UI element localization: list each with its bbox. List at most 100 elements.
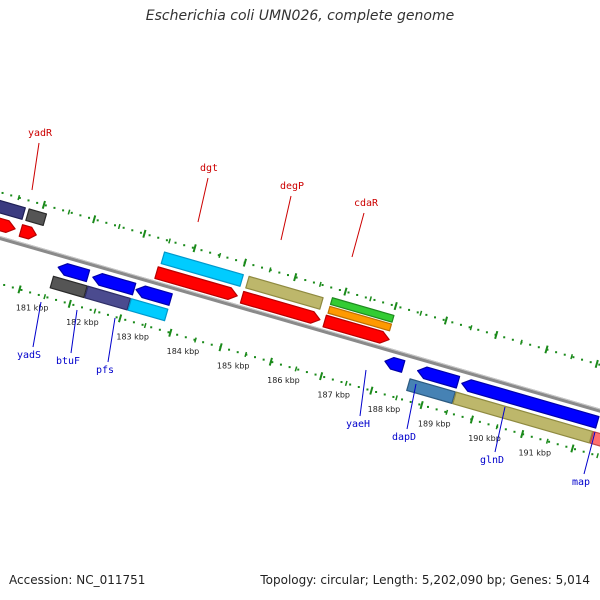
major-tick-bottom [118, 314, 123, 323]
cds-feature-yaeh[interactable] [384, 356, 406, 373]
scale-dot-bottom [530, 435, 533, 438]
scale-dot-top [174, 241, 177, 244]
cds-feature-pfs[interactable] [135, 285, 173, 306]
gene-label-dapd[interactable]: dapD [392, 432, 416, 443]
cds-feature-degp[interactable] [239, 290, 321, 324]
scale-dot-bottom [435, 408, 438, 411]
gene-label-yadr[interactable]: yadR [28, 128, 53, 139]
scale-dot-bottom [271, 361, 274, 364]
scale-dot-bottom [228, 348, 231, 351]
scale-dot-bottom [29, 291, 32, 294]
gene-feature-yads[interactable] [49, 275, 88, 299]
major-tick-top [393, 301, 398, 311]
major-tick-top [242, 258, 247, 267]
gene-label-dgt[interactable]: dgt [200, 163, 218, 174]
minor-tick-top [268, 267, 272, 273]
gene-label-yads[interactable]: yadS [17, 350, 41, 361]
major-tick-bottom [369, 386, 374, 395]
scale-dot-bottom [236, 351, 239, 354]
scale-dot-top [88, 216, 91, 219]
scale-dot-top [131, 229, 134, 232]
gene-leader-line [280, 195, 292, 241]
scale-dot-top [321, 284, 324, 287]
cds-feature-cdar[interactable] [322, 314, 390, 344]
gene-label-pfs[interactable]: pfs [96, 365, 114, 376]
gene-label-map[interactable]: map [572, 477, 590, 488]
minor-tick-top [419, 310, 423, 316]
scale-dot-top [477, 328, 480, 331]
gene-label-btuf[interactable]: btuF [56, 356, 80, 367]
scale-dot-bottom [46, 296, 49, 299]
major-tick-bottom [67, 299, 72, 308]
scale-dot-bottom [297, 368, 300, 371]
scale-dot-top [226, 256, 229, 259]
gene-feature-dgt[interactable] [160, 251, 244, 287]
minor-tick-top [318, 281, 322, 287]
gene-leader-line [359, 369, 367, 417]
major-tick-bottom [168, 328, 173, 337]
scale-dot-top [79, 214, 82, 217]
scale-dot-bottom [513, 430, 516, 433]
scale-dot-bottom [548, 440, 551, 443]
major-tick-top [41, 200, 46, 209]
scale-dot-bottom [522, 433, 525, 436]
scale-dot-top [330, 286, 333, 289]
scale-dot-top [373, 298, 376, 301]
cds-feature-dgt[interactable] [154, 266, 238, 301]
cds-feature-dapd[interactable] [417, 366, 461, 389]
gene-feature-glnd[interactable] [452, 391, 594, 444]
scale-dot-bottom [253, 356, 256, 359]
scale-dot-bottom [349, 383, 352, 386]
scale-label: 190 kbp [468, 434, 501, 443]
major-tick-top [142, 229, 147, 238]
scale-dot-top [451, 321, 454, 324]
scale-dot-bottom [98, 311, 101, 314]
scale-dot-top [165, 239, 168, 242]
gene-label-glnd[interactable]: glnD [480, 455, 504, 466]
gene-label-degp[interactable]: degP [280, 181, 304, 192]
accession-label: Accession: NC_011751 [9, 573, 146, 587]
scale-dot-top [44, 204, 47, 207]
scale-dot-bottom [132, 321, 135, 324]
scale-dot-bottom [444, 410, 447, 413]
cds-feature-btuf[interactable] [92, 273, 137, 296]
cds-feature-yads[interactable] [57, 263, 91, 283]
major-tick-bottom [218, 343, 223, 352]
gene-feature-upper[interactable] [0, 195, 26, 220]
scale-dot-bottom [115, 316, 118, 319]
scale-dot-bottom [565, 445, 568, 448]
scale-dot-top [598, 363, 600, 366]
gene-feature-btuf[interactable] [84, 285, 131, 311]
minor-tick-top [570, 354, 574, 360]
scale-dot-top [425, 313, 428, 316]
gene-feature-cdar-green[interactable] [329, 297, 395, 323]
gene-feature-upper[interactable] [25, 208, 48, 227]
gene-feature-degp[interactable] [245, 275, 324, 310]
genome-summary: Topology: circular; Length: 5,202,090 bp… [260, 573, 590, 587]
cds-feature-glnd[interactable] [461, 379, 600, 429]
scale-dot-bottom [305, 371, 308, 374]
gene-label-yaeh[interactable]: yaeH [346, 419, 370, 430]
gene-leader-line [107, 317, 116, 363]
gene-feature-pfs[interactable] [127, 298, 169, 322]
scale-dot-top [27, 199, 30, 202]
scale-dot-bottom [539, 438, 542, 441]
scale-dot-top [581, 358, 584, 361]
gene-feature-cdar-orange[interactable] [327, 305, 393, 332]
major-tick-bottom [469, 415, 474, 424]
gene-feature-dapd[interactable] [406, 378, 456, 404]
cds-feature-upper[interactable] [0, 211, 16, 233]
gene-label-cdar[interactable]: cdaR [354, 198, 379, 209]
minor-tick-bottom [194, 337, 197, 343]
scale-dot-top [70, 211, 73, 214]
minor-tick-bottom [596, 453, 599, 459]
scale-dot-bottom [461, 415, 464, 418]
gene-leader-line [197, 177, 209, 223]
scale-label: 188 kbp [368, 405, 401, 414]
cds-feature-upper[interactable] [18, 224, 37, 240]
minor-tick-top [117, 223, 121, 230]
scale-label: 189 kbp [418, 419, 451, 428]
minor-tick-bottom [495, 424, 499, 430]
scale-dot-bottom [504, 428, 507, 431]
minor-tick-top [218, 252, 222, 259]
